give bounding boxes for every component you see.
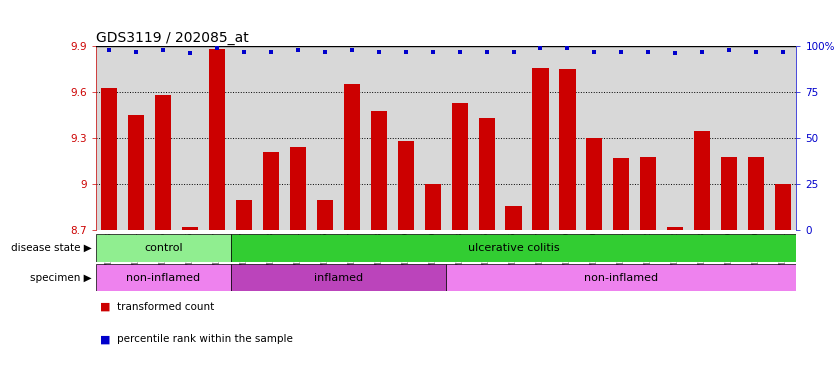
Point <box>588 48 601 55</box>
Bar <box>586 138 602 230</box>
Point <box>534 45 547 51</box>
Text: ■: ■ <box>100 302 111 312</box>
Bar <box>560 69 575 230</box>
Point <box>750 48 763 55</box>
Bar <box>317 200 333 230</box>
Point <box>615 48 628 55</box>
Bar <box>155 95 171 230</box>
Text: ulcerative colitis: ulcerative colitis <box>468 243 560 253</box>
Text: percentile rank within the sample: percentile rank within the sample <box>117 334 293 344</box>
Bar <box>613 158 630 230</box>
Point <box>372 48 385 55</box>
Bar <box>290 147 306 230</box>
Point <box>480 48 493 55</box>
Point <box>399 48 413 55</box>
Point <box>641 48 655 55</box>
Bar <box>236 200 252 230</box>
Bar <box>182 227 198 230</box>
Bar <box>446 264 796 291</box>
Text: non-inflamed: non-inflamed <box>585 273 658 283</box>
Bar <box>96 234 231 262</box>
Text: GDS3119 / 202085_at: GDS3119 / 202085_at <box>96 31 249 45</box>
Bar <box>451 103 468 230</box>
Bar <box>231 264 446 291</box>
Bar <box>532 68 549 230</box>
Bar <box>371 111 387 230</box>
Bar <box>231 234 796 262</box>
Text: inflamed: inflamed <box>314 273 363 283</box>
Bar <box>667 227 683 230</box>
Bar <box>263 152 279 230</box>
Point <box>210 45 224 51</box>
Point <box>319 48 332 55</box>
Point <box>103 47 116 53</box>
Text: specimen ▶: specimen ▶ <box>30 273 92 283</box>
Bar <box>694 131 711 230</box>
Text: transformed count: transformed count <box>117 302 214 312</box>
Bar <box>479 118 495 230</box>
Point <box>696 48 709 55</box>
Bar <box>128 115 144 230</box>
Point <box>157 47 170 53</box>
Bar <box>209 49 225 230</box>
Point <box>453 48 466 55</box>
Bar <box>775 184 791 230</box>
Text: ■: ■ <box>100 334 111 344</box>
Bar <box>641 157 656 230</box>
Bar <box>398 141 414 230</box>
Bar <box>344 84 360 230</box>
Point <box>345 47 359 53</box>
Point <box>669 50 682 56</box>
Text: non-inflamed: non-inflamed <box>126 273 200 283</box>
Point <box>722 47 736 53</box>
Bar <box>748 157 764 230</box>
Point <box>238 48 251 55</box>
Text: control: control <box>144 243 183 253</box>
Point <box>264 48 278 55</box>
Point <box>426 48 440 55</box>
Bar <box>101 88 118 230</box>
Point <box>507 48 520 55</box>
Bar <box>721 157 737 230</box>
Point <box>291 47 304 53</box>
Bar <box>505 206 521 230</box>
Bar <box>425 184 441 230</box>
Point <box>183 50 197 56</box>
Point <box>560 45 574 51</box>
Point <box>129 48 143 55</box>
Point <box>776 48 790 55</box>
Text: disease state ▶: disease state ▶ <box>11 243 92 253</box>
Bar <box>96 264 231 291</box>
